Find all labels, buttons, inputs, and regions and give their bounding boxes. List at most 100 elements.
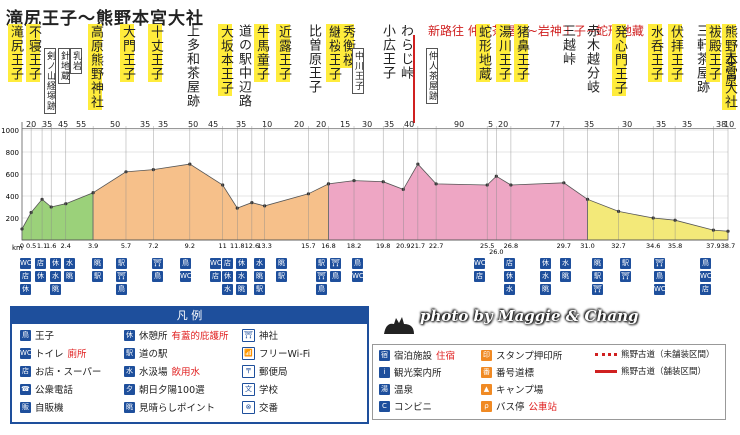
y-tick-label: 200 bbox=[6, 215, 19, 223]
place-label: 三越峠 bbox=[560, 24, 575, 66]
x-tick-label: 15.7 bbox=[301, 242, 315, 250]
place-label: 近露王子 bbox=[276, 24, 291, 82]
facility-icon: 水 bbox=[540, 271, 551, 282]
legend-item: 夕朝日夕陽100選 bbox=[124, 382, 205, 396]
legend-item: 販自販機 bbox=[20, 400, 64, 414]
y-tick-label: 400 bbox=[6, 193, 19, 201]
facility-column: 休水眺 bbox=[540, 258, 551, 297]
place-label: 乳岩 bbox=[70, 48, 82, 74]
legend-label: 王子 bbox=[35, 331, 55, 342]
x-tick-label: 3.9 bbox=[88, 242, 98, 250]
place-label: 秀衡桜 bbox=[340, 24, 355, 68]
area-pink bbox=[328, 163, 588, 241]
legend-item: 📶 フリーWi-Fi bbox=[242, 346, 310, 360]
x-tick-label: 29.7 bbox=[557, 242, 571, 250]
legend-item: 番番号道標 bbox=[481, 365, 534, 379]
legend-icon: 番 bbox=[481, 366, 492, 378]
facility-icon: 休 bbox=[222, 271, 233, 282]
x-tick-label: 2.4 bbox=[61, 242, 71, 250]
place-label: 比曽原王子 bbox=[306, 24, 321, 94]
legend-icon: ▲ bbox=[481, 383, 492, 395]
facility-icon: WC bbox=[700, 271, 712, 282]
legend-secondary: 宿宿泊施設 住宿 i 観光案内所湯温泉 C コンビニ 印スタンプ押印所番番号道標 ▲ キャンプ場… bbox=[372, 344, 726, 420]
legend-label: キャンプ場 bbox=[496, 385, 544, 396]
facility-column: 店休水 bbox=[222, 258, 233, 297]
legend-icon: C bbox=[379, 400, 390, 412]
facility-column: WC 店休 bbox=[20, 258, 32, 297]
elevation-profile: 1000 800 600 400 200 km0 0.5 1.11.6 2.4 3.9 5.7 7.2… bbox=[1, 122, 735, 256]
facility-icon: 店 bbox=[35, 258, 46, 269]
legend-icon: 眺 bbox=[124, 401, 135, 413]
minute-label: 20 bbox=[316, 120, 327, 129]
facility-icon: ⛩ bbox=[620, 271, 631, 282]
minute-label: 35 bbox=[656, 120, 667, 129]
place-label: 中川王子 bbox=[352, 48, 364, 94]
x-tick-label: 1.1 bbox=[37, 242, 47, 250]
legend-icon: i bbox=[379, 366, 390, 378]
minute-label: 55 bbox=[76, 120, 87, 129]
place-label: 赤木越分岐 bbox=[584, 24, 599, 94]
legend-icon: 水 bbox=[124, 365, 135, 377]
legend-item: 休休憩所 有蓋的庇護所 bbox=[124, 328, 229, 342]
legend-item: 鳥王子 bbox=[20, 328, 54, 342]
facility-icon: 鳥 bbox=[352, 258, 363, 269]
legend-icon: 店 bbox=[20, 365, 31, 377]
x-tick-label: 32.7 bbox=[611, 242, 625, 250]
x-tick-label: 9.2 bbox=[185, 242, 195, 250]
facility-icon: 休 bbox=[20, 284, 31, 295]
facility-icon: 眺 bbox=[64, 271, 75, 282]
legend-icon: 鳥 bbox=[20, 329, 31, 341]
minute-label: 20 bbox=[26, 120, 37, 129]
facility-column: WC 店 bbox=[474, 258, 486, 284]
watermark: photo by Maggie & Chang bbox=[420, 307, 639, 325]
place-label: 剣ノ山経塚跡 bbox=[44, 48, 56, 114]
facility-icon: 眺 bbox=[254, 271, 265, 282]
facility-icon: 眺 bbox=[276, 258, 287, 269]
facility-column: 鳥 WC bbox=[352, 258, 364, 284]
legend-icon: 湯 bbox=[379, 383, 390, 395]
place-label: 仲人茶屋跡 bbox=[426, 48, 438, 104]
legend-label: 宿泊施設 bbox=[394, 351, 433, 362]
facility-icon: ⛩ bbox=[654, 258, 665, 269]
facility-icon: 店 bbox=[210, 271, 221, 282]
legend-label: 道の駅 bbox=[139, 349, 168, 360]
place-label: 熊野本宮大社 bbox=[722, 24, 737, 110]
facility-icon: 休 bbox=[236, 258, 247, 269]
x-tick-label: 31.0 bbox=[580, 242, 594, 250]
legend-label: 熊野古道（舗装区間） bbox=[621, 367, 707, 377]
legend-label: 学校 bbox=[259, 385, 279, 396]
facility-icon: 眺 bbox=[50, 284, 61, 295]
legend: 凡 例 鳥王子 WC トイレ 廁所店お店・スーパー ☎ 公衆電話販自販機休休憩所 有蓋的庇護… bbox=[10, 306, 369, 424]
facility-column: 水眺駅 bbox=[254, 258, 265, 297]
facility-icon: 眺 bbox=[540, 284, 551, 295]
y-tick-label: 1000 bbox=[1, 127, 19, 135]
minute-label: 45 bbox=[208, 120, 219, 129]
facility-icon: 眺 bbox=[92, 258, 103, 269]
place-label: 上多和茶屋跡 bbox=[184, 24, 199, 108]
minute-label: 45 bbox=[58, 120, 69, 129]
facility-column: 店休水 bbox=[504, 258, 515, 297]
facility-icon: 眺 bbox=[560, 271, 571, 282]
legend-note: 飲用水 bbox=[171, 367, 201, 378]
legend-item: WC トイレ 廁所 bbox=[20, 346, 87, 360]
x-tick-label: 5.7 bbox=[121, 242, 131, 250]
legend-note: 公車站 bbox=[528, 402, 558, 413]
minute-label: 35 bbox=[140, 120, 151, 129]
x-tick-label: 37.9 bbox=[706, 242, 720, 250]
facility-icon: ⛩ bbox=[116, 271, 127, 282]
distance-line bbox=[22, 128, 736, 129]
legend-label: 見晴らしポイント bbox=[139, 403, 216, 414]
facility-icon: 休 bbox=[540, 258, 551, 269]
route-line-swatch bbox=[595, 369, 617, 373]
facility-icon: 鳥 bbox=[116, 284, 127, 295]
facility-icon: 駅 bbox=[276, 271, 287, 282]
minute-label: 35 bbox=[682, 120, 693, 129]
facility-icon: 眺 bbox=[592, 258, 603, 269]
legend-icon: 駅 bbox=[124, 347, 135, 359]
x-tick-label: 18.2 bbox=[347, 242, 361, 250]
place-label: 発心門王子 bbox=[612, 24, 627, 96]
facility-icon: 水 bbox=[50, 271, 61, 282]
facility-icon: 眺 bbox=[236, 284, 247, 295]
x-tick-label: 1.6 bbox=[46, 242, 56, 250]
legend-label: 自販機 bbox=[35, 403, 64, 414]
